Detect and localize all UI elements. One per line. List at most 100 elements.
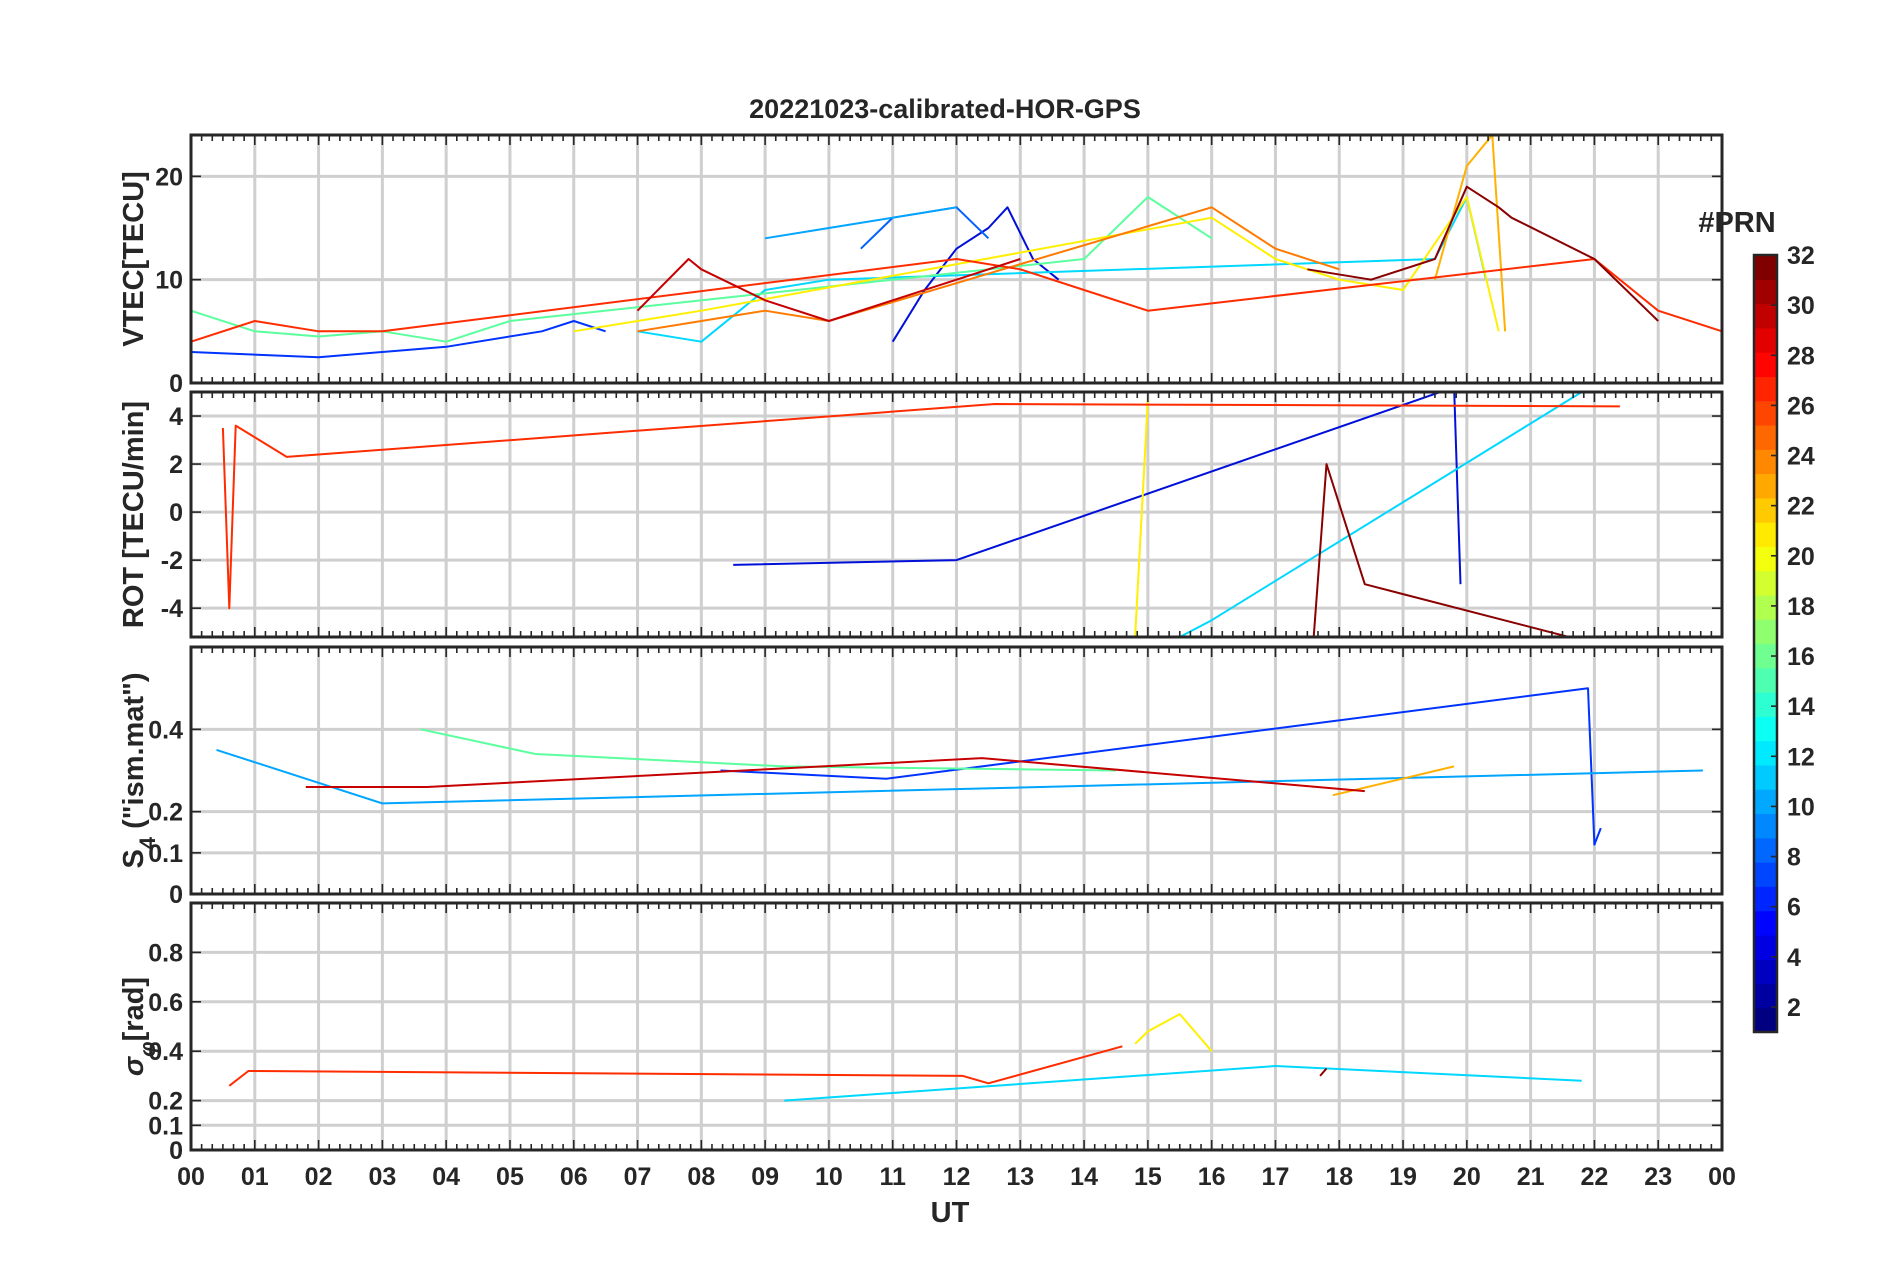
colorbar-segment [1754,303,1777,329]
colorbar-segment [1754,522,1777,547]
colorbar-tick-label: 28 [1787,342,1815,370]
colorbar-segment [1754,255,1777,280]
axes-frame [189,901,1724,1152]
x-tick-label: 04 [432,1163,460,1191]
series-line-prn-12 [784,1065,1582,1102]
series-line-prn-20 [573,196,1500,333]
x-tick-label: 17 [1262,1163,1290,1191]
x-tick-label: 23 [1644,1163,1672,1191]
colorbar-tick-label: 14 [1787,693,1815,721]
colorbar-segment [1754,740,1777,766]
y-tick-label: 20 [155,163,183,191]
y-axis-label: S4 ("ism.mat") [118,672,160,868]
colorbar-tick-label: 8 [1787,844,1801,872]
colorbar-segment [1754,449,1777,475]
x-tick-label: 00 [1708,1163,1736,1191]
y-tick-label: 0.6 [148,989,183,1017]
x-tick-label: 14 [1070,1163,1098,1191]
y-tick-label: 0.8 [148,939,183,967]
x-tick-label: 05 [496,1163,524,1191]
series-line-prn-30 [305,757,1365,793]
y-tick-label: 0.2 [148,1088,183,1116]
y-tick-label: -4 [161,595,183,623]
colorbar-segment [1754,570,1777,596]
series-line-prn-27 [191,258,1722,343]
x-tick-label: 08 [687,1163,715,1191]
series-line-prn-32 [1312,463,1570,637]
series-line-prn-10 [764,206,957,240]
x-tick-label: 00 [177,1163,205,1191]
colorbar-segment [1754,837,1777,863]
y-tick-label: -2 [161,547,183,575]
colorbar-segment [1754,473,1777,499]
colorbar-segment [1754,497,1777,523]
colorbar-segment [1754,959,1777,985]
series-line-prn-27 [221,403,1620,610]
x-tick-label: 18 [1325,1163,1353,1191]
colorbar-segment [1754,862,1777,887]
y-axis-label: σφ[rad] [118,977,160,1076]
x-tick-label: 19 [1389,1163,1417,1191]
colorbar-tick-label: 16 [1787,643,1815,671]
colorbar-tick-label: 30 [1787,292,1815,320]
series-line-prn-20 [1134,399,1149,637]
colorbar-tick-label: 6 [1787,894,1801,922]
y-tick-label: 2 [169,451,183,479]
series-line-prn-4 [191,320,606,359]
colorbar-tick-label: 20 [1787,543,1815,571]
colorbar-segment [1754,400,1777,426]
colorbar-segment [1754,546,1777,572]
axes-frame [189,645,1724,896]
x-tick-label: 13 [1006,1163,1034,1191]
x-tick-label: 16 [1198,1163,1226,1191]
colorbar-segment [1754,764,1777,790]
x-tick-label: 12 [943,1163,971,1191]
y-tick-label: 0.1 [148,1112,183,1140]
x-tick-label: 20 [1453,1163,1481,1191]
colorbar-segment [1754,352,1777,378]
colorbar-frame [1752,253,1779,1034]
axes-frame [189,390,1724,639]
colorbar-tick-label: 12 [1787,743,1815,771]
panel-S4: 0 0.1 0.2 0.4S4 ("ism.mat") [118,645,1724,909]
y-tick-label: 0.4 [148,716,183,744]
y-tick-label: 4 [169,403,183,431]
colorbar-tick-label: 26 [1787,392,1815,420]
colorbar-segment [1754,813,1777,839]
series-line-prn-32 [1307,185,1659,322]
x-tick-label: 22 [1581,1163,1609,1191]
colorbar-segment [1754,886,1777,912]
series-line-prn-16 [420,728,1117,772]
colorbar-segment [1754,327,1777,353]
series-line-prn-4 [720,687,1602,846]
series-group [216,687,1703,846]
colorbar-segment [1754,716,1777,742]
panel-ROT: -4 -2 0 2 4 ROT [TECU/min] [118,390,1724,639]
x-tick-labels: 00 01 02 03 04 05 06 07 08 09 10 11 12 13 14 15 16 17 18 19… [177,1163,1736,1191]
series-line-prn-16 [191,196,1213,343]
y-tick-label: 0 [169,370,183,398]
colorbar-segment [1754,934,1777,960]
colorbar-segment [1754,594,1777,620]
colorbar-tick-label: 18 [1787,593,1815,621]
colorbar-tick-label: 4 [1787,944,1801,972]
x-tick-label: 03 [368,1163,396,1191]
series-line-prn-20 [1134,1013,1213,1052]
colorbar-label: #PRN [1698,207,1775,239]
colorbar-segment [1754,643,1777,669]
colorbar-tick-label: 32 [1787,242,1815,270]
series-group [191,135,1722,359]
x-tick-label: 06 [560,1163,588,1191]
y-tick-label: 0.1 [148,840,183,868]
x-axis-label: UT [931,1197,970,1229]
colorbar-tick-label: 2 [1787,994,1801,1022]
x-tick-label: 21 [1517,1163,1545,1191]
axes-frame [189,133,1724,385]
colorbar-segment [1754,983,1777,1009]
colorbar-segment [1754,789,1777,815]
colorbar-tick-label: 10 [1787,793,1815,821]
x-tick-label: 09 [751,1163,779,1191]
